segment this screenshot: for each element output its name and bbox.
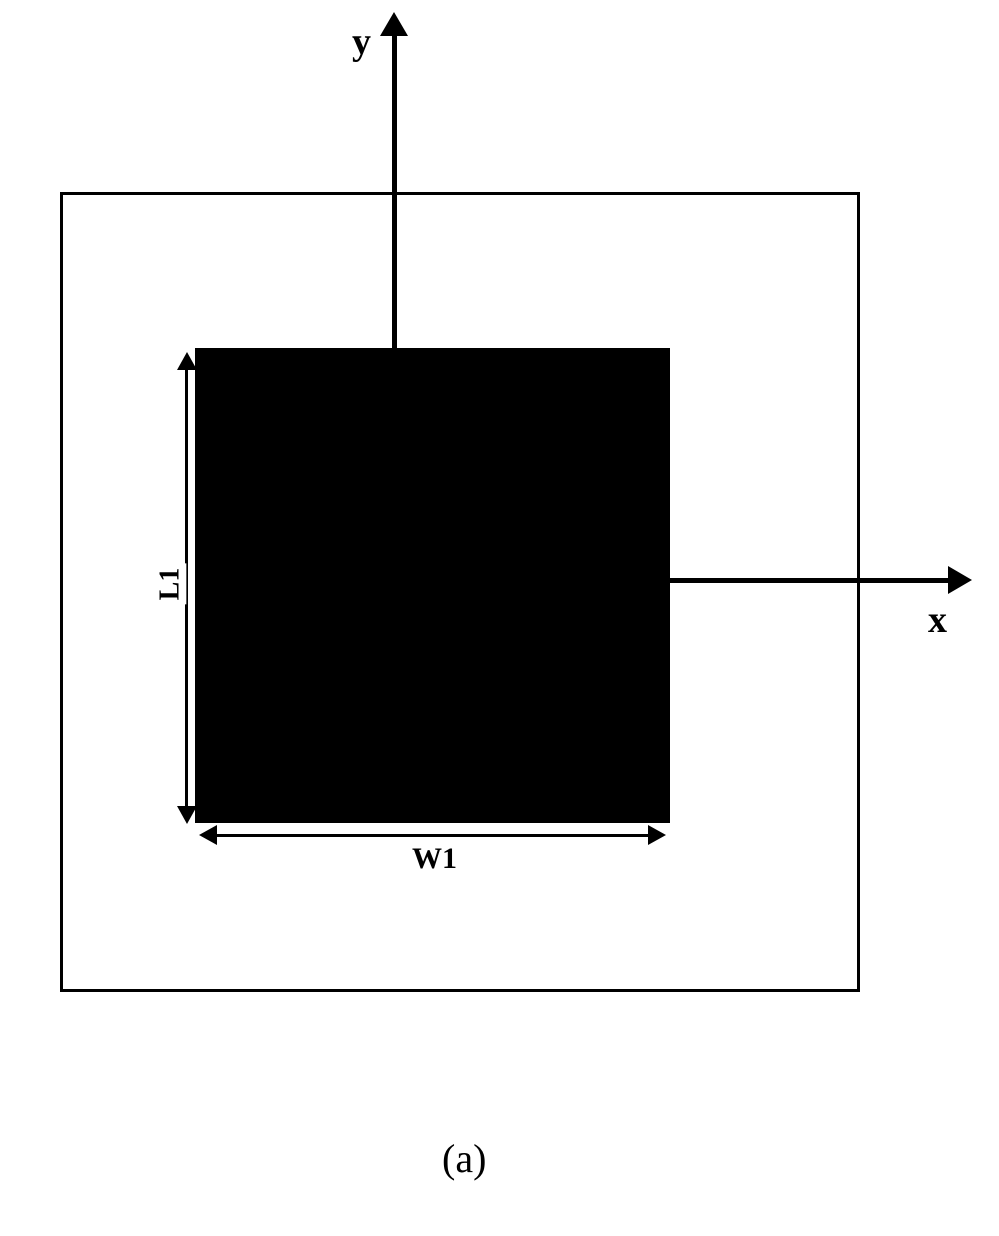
width-dim-line: [215, 834, 650, 837]
y-axis-arrow: [380, 12, 408, 36]
x-axis-line: [670, 578, 950, 583]
x-axis-arrow: [948, 566, 972, 594]
height-dim-label: L1: [154, 564, 186, 605]
height-dim-arrow-top: [177, 352, 197, 370]
diagram-container: y x L1 W1 (a): [0, 0, 999, 1236]
figure-caption: (a): [442, 1135, 486, 1182]
y-axis-label: y: [352, 20, 371, 64]
y-axis-line: [392, 32, 397, 350]
height-dim-arrow-bottom: [177, 806, 197, 824]
inner-square: [195, 348, 670, 823]
x-axis-label: x: [928, 598, 947, 642]
width-dim-arrow-left: [199, 825, 217, 845]
width-dim-label: W1: [412, 842, 457, 876]
width-dim-arrow-right: [648, 825, 666, 845]
